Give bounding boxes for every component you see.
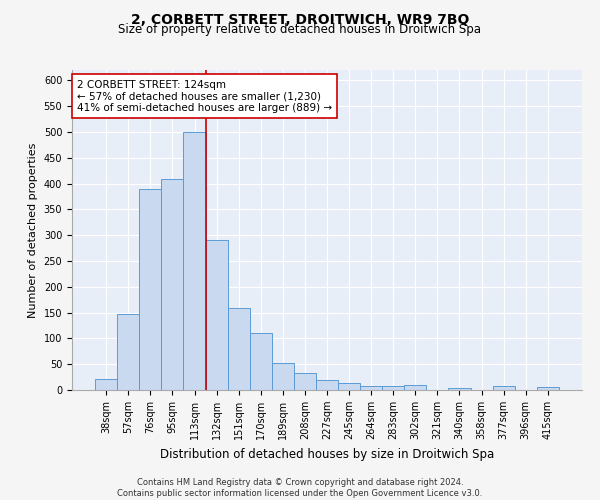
Bar bbox=[272, 362, 294, 390]
Bar bbox=[227, 308, 250, 390]
Bar bbox=[161, 180, 184, 390]
Bar bbox=[448, 388, 470, 390]
X-axis label: Distribution of detached houses by size in Droitwich Spa: Distribution of detached houses by size … bbox=[160, 448, 494, 460]
Bar bbox=[404, 385, 427, 390]
Bar bbox=[537, 388, 559, 390]
Bar bbox=[139, 188, 161, 390]
Text: 2 CORBETT STREET: 124sqm
← 57% of detached houses are smaller (1,230)
41% of sem: 2 CORBETT STREET: 124sqm ← 57% of detach… bbox=[77, 80, 332, 113]
Y-axis label: Number of detached properties: Number of detached properties bbox=[28, 142, 38, 318]
Bar bbox=[382, 386, 404, 390]
Bar bbox=[184, 132, 206, 390]
Bar bbox=[250, 333, 272, 390]
Bar bbox=[95, 378, 117, 390]
Bar bbox=[117, 314, 139, 390]
Bar bbox=[493, 386, 515, 390]
Bar bbox=[206, 240, 227, 390]
Bar bbox=[294, 374, 316, 390]
Bar bbox=[316, 380, 338, 390]
Text: 2, CORBETT STREET, DROITWICH, WR9 7BQ: 2, CORBETT STREET, DROITWICH, WR9 7BQ bbox=[131, 12, 469, 26]
Bar bbox=[338, 383, 360, 390]
Text: Size of property relative to detached houses in Droitwich Spa: Size of property relative to detached ho… bbox=[119, 22, 482, 36]
Text: Contains HM Land Registry data © Crown copyright and database right 2024.
Contai: Contains HM Land Registry data © Crown c… bbox=[118, 478, 482, 498]
Bar bbox=[360, 386, 382, 390]
